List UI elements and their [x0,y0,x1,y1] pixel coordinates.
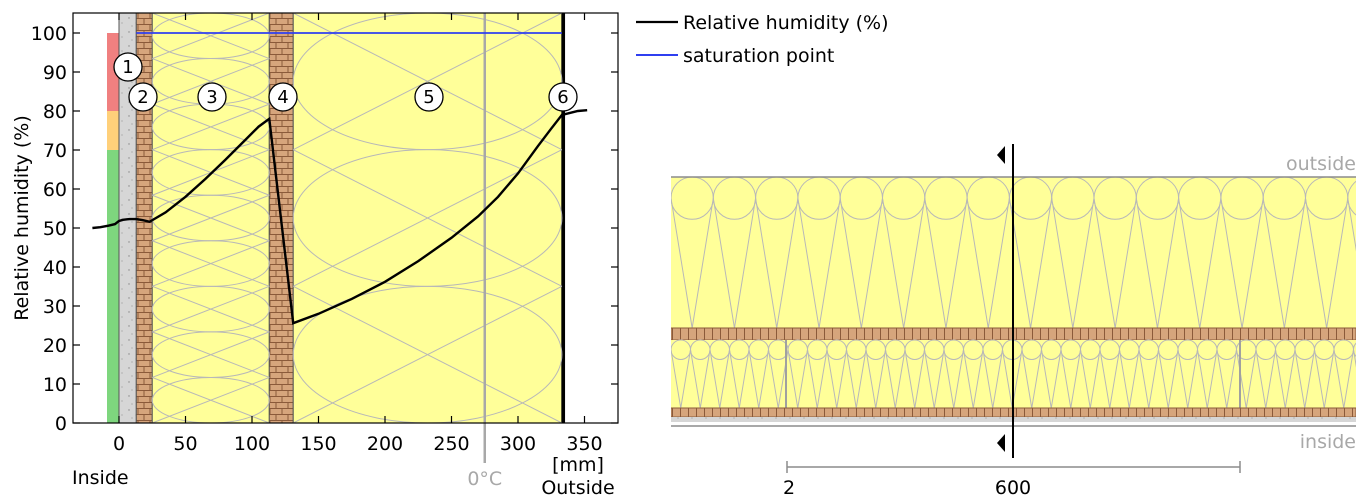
wall-layers [118,13,566,423]
y-tick-label-40: 40 [43,257,67,279]
relative-humidity-line [92,109,588,325]
dimension-label-right: 600 [995,477,1031,499]
y-tick-label-100: 100 [31,23,67,45]
x-tick-label-350: 350 [566,433,602,455]
y-axis-ticks: 0 10 20 30 40 50 60 70 80 90 100 [31,23,618,435]
legend-label-saturation: saturation point [683,45,834,67]
comfort-bands [107,33,119,423]
layer-circle-2 [128,82,158,112]
y-tick-label-10: 10 [43,374,67,396]
zero-c-label: 0°C [467,468,502,490]
y-tick-label-50: 50 [43,218,67,240]
y-tick-label-60: 60 [43,179,67,201]
comfort-band-2 [107,33,119,111]
y-tick-label-90: 90 [43,62,67,84]
y-tick-label-0: 0 [55,413,67,435]
y-tick-label-70: 70 [43,140,67,162]
layer-circle-4 [268,82,298,112]
layer-number-5: 5 [423,87,434,108]
x-tick-label-50: 50 [173,433,197,455]
legend-label-rh: Relative humidity (%) [683,12,888,34]
wool-5-crosses [293,13,563,423]
x-tick-label-300: 300 [500,433,536,455]
layer-circle-3 [197,82,227,112]
layer-circle-1 [113,52,143,82]
series-lines [92,32,588,325]
section-arrow-bottom [997,434,1005,452]
inside-side-label: Inside [72,467,129,489]
layer-number-3: 3 [206,87,217,108]
x-tick-label-250: 250 [433,433,469,455]
humidity-chart: 12 3 4 5 6 0 10 20 30 40 50 60 70 80 90 100 0 50 100 150 2… [11,12,619,499]
wall-section-drawing: outside inside 2 600 [671,144,1356,499]
x-tick-label-200: 200 [367,433,403,455]
layer-number-6: 6 [557,87,568,108]
layer-number-1: 1 [122,57,133,78]
y-axis-label: Relative humidity (%) [11,115,33,320]
layer-circle-5 [414,82,444,112]
wool-3-loop-8 [151,376,270,423]
layer-number-labels: 12 3 4 5 6 [113,52,578,112]
comfort-band-0 [107,150,119,423]
legend: Relative humidity (%) saturation point [636,12,888,67]
section-arrow-top [997,146,1005,164]
outside-label: outside [1286,153,1356,175]
inside-label: inside [1300,431,1356,453]
layer-number-2: 2 [137,87,148,108]
x-tick-label-100: 100 [234,433,270,455]
layer-circle-6 [548,82,578,112]
x-tick-label-150: 150 [300,433,336,455]
y-tick-label-30: 30 [43,296,67,318]
x-tick-label-0: 0 [113,433,125,455]
outside-side-label: Outside [541,477,614,499]
x-axis-ticks: 0 50 100 150 200 250 300 350 [113,13,603,455]
y-tick-label-20: 20 [43,335,67,357]
x-axis-unit-label: [mm] [552,454,604,476]
layer-number-4: 4 [277,87,288,108]
comfort-band-1 [107,111,119,150]
dimension-label-left: 2 [783,477,795,499]
y-tick-label-80: 80 [43,101,67,123]
plot-frame [72,12,619,424]
